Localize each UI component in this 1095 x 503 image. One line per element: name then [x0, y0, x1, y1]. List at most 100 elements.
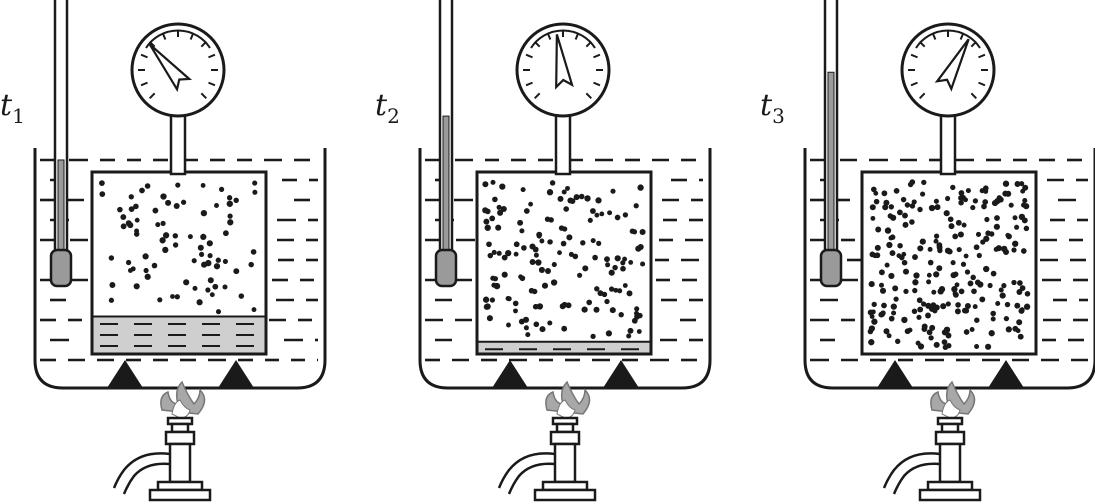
gauge-tick: [585, 92, 592, 99]
support-right: [218, 360, 254, 388]
vapor-molecule: [1014, 181, 1021, 187]
vapor-molecule: [983, 265, 990, 273]
vapor-molecule: [926, 279, 932, 285]
vapor-molecule: [909, 203, 916, 209]
vapor-molecule: [888, 315, 895, 322]
vapor-molecule: [1008, 202, 1014, 208]
vapor-molecule: [252, 189, 258, 195]
vapor-molecule: [547, 239, 553, 245]
vapor-molecule: [951, 286, 958, 293]
vapor-molecule: [912, 254, 918, 261]
gauge-tick: [525, 81, 533, 87]
vapor-molecule: [1002, 180, 1010, 187]
vapor-molecule: [486, 315, 493, 322]
vapor-molecule: [902, 268, 910, 275]
vapor-molecule: [134, 217, 140, 223]
vapor-molecule: [620, 265, 626, 272]
burner-collar: [164, 430, 196, 446]
vapor-molecule: [538, 266, 545, 273]
vapor-molecule: [963, 307, 970, 314]
vapor-molecule: [955, 302, 961, 308]
vapor-molecule: [974, 343, 980, 350]
vapor-molecule: [884, 262, 890, 268]
vapor-molecule: [1017, 280, 1023, 286]
vapor-molecule: [886, 241, 893, 249]
vapor-molecule: [888, 235, 894, 241]
vapor-molecule: [1012, 215, 1018, 221]
vapor-molecule: [213, 263, 221, 270]
vapor-molecule: [142, 253, 149, 260]
vapor-molecule: [981, 203, 987, 210]
vapor-molecule: [520, 187, 526, 193]
vapor-molecule: [535, 259, 542, 266]
support-left: [492, 360, 528, 388]
vapor-molecule: [572, 253, 579, 260]
vapor-molecule: [639, 228, 646, 236]
gauge-arc: [915, 29, 981, 49]
vapor-molecule: [883, 199, 890, 206]
gauge-needle: [148, 43, 193, 93]
vapor-molecule: [954, 282, 960, 288]
support-right: [603, 360, 639, 388]
vapor-molecule: [133, 203, 139, 210]
vapor-molecule: [964, 302, 971, 310]
flame-inner: [171, 399, 191, 419]
vapor-molecule: [227, 219, 234, 226]
vapor-molecule: [917, 245, 924, 252]
vapor-molecule: [539, 238, 545, 244]
vapor-molecule: [943, 210, 950, 217]
support-left: [107, 360, 143, 388]
vapor-molecule: [874, 244, 881, 251]
vapor-molecule: [590, 333, 596, 340]
vapor-molecule: [626, 290, 633, 297]
vapor-molecule: [486, 241, 492, 248]
temperature-label: t1: [0, 88, 25, 128]
vapor-molecule: [957, 231, 964, 238]
vapor-molecule: [215, 257, 221, 263]
vapor-molecule: [582, 265, 589, 272]
vapor-molecule: [175, 182, 181, 188]
gauge-arc: [145, 29, 211, 49]
vapor-molecule: [489, 215, 496, 222]
vapor-molecule: [961, 222, 967, 228]
vapor-molecule: [613, 287, 619, 293]
vapor-molecule: [912, 279, 919, 286]
vapor-molecule: [222, 258, 228, 264]
vapor-molecule: [952, 233, 959, 240]
panel-2: t2: [375, 0, 712, 502]
vapor-molecule: [1015, 328, 1021, 334]
vapor-molecule: [174, 294, 180, 300]
vapor-molecule: [183, 279, 190, 286]
vapor-molecule: [880, 310, 886, 316]
vapor-molecule: [622, 212, 629, 218]
vapor-molecule: [144, 183, 151, 189]
vapor-molecule: [933, 271, 940, 278]
vapor-molecule: [491, 249, 497, 255]
vapor-molecule: [227, 213, 233, 219]
vapor-molecule: [869, 204, 876, 211]
gauge-tick: [200, 92, 207, 99]
vapor-molecule: [525, 332, 531, 338]
vapor-molecule: [529, 259, 536, 265]
vapor-molecule: [637, 243, 644, 251]
vapor-molecule: [199, 251, 205, 257]
vapor-molecule: [941, 329, 948, 336]
gauge-tick: [534, 92, 541, 99]
vapor-molecule: [593, 306, 600, 313]
vapor-molecule: [870, 215, 876, 221]
vapor-molecule: [557, 195, 564, 202]
vapor-molecule: [120, 223, 127, 230]
vapor-molecule: [566, 234, 573, 241]
vapor-molecule: [1004, 301, 1011, 308]
vapor-molecule: [970, 274, 976, 281]
temperature-label-subscript: 3: [772, 104, 785, 128]
vapor-molecule: [618, 312, 624, 318]
vapor-molecule: [505, 295, 511, 302]
vapor-molecule: [200, 209, 208, 217]
gas-hose-outer: [497, 452, 556, 489]
vapor-molecule: [499, 183, 506, 190]
vapor-molecule: [125, 220, 132, 227]
vapor-molecule: [868, 281, 875, 288]
gauge-tick: [140, 53, 148, 59]
